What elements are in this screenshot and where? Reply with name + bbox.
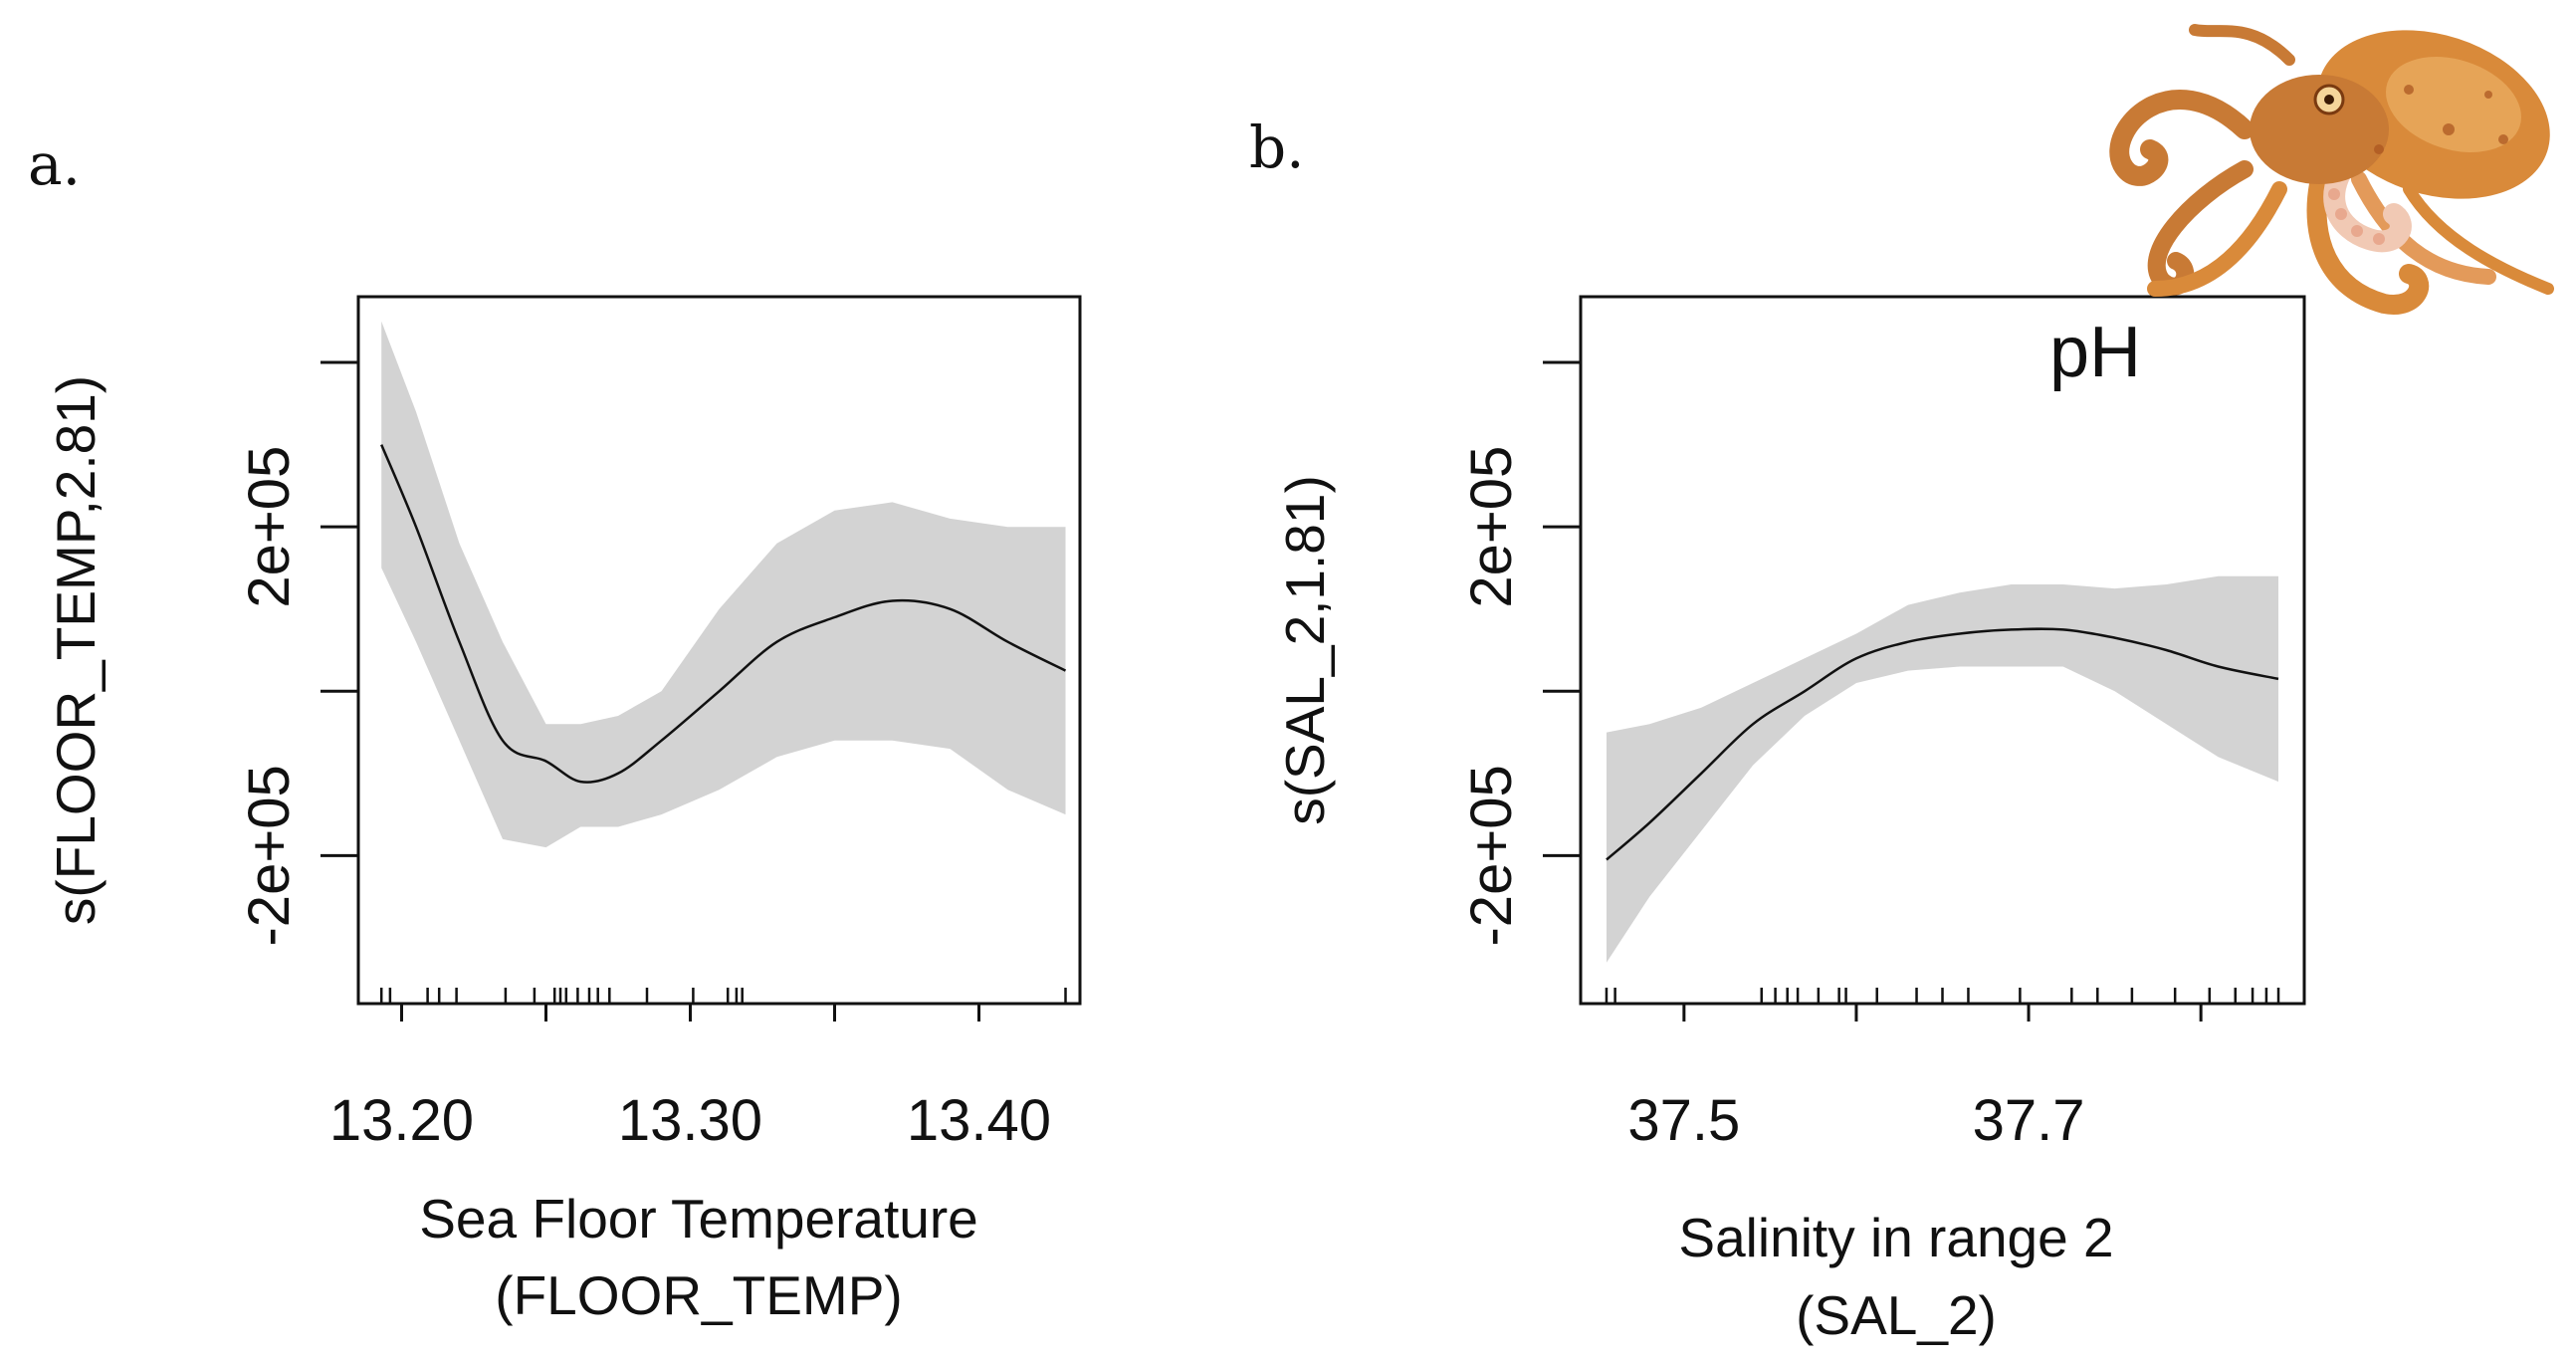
y-tick-label: -2e+05 <box>1459 765 1524 946</box>
annotation-ph: pH <box>2049 313 2141 392</box>
x-axis-title-b-line2: (SAL_2) <box>1796 1284 1997 1346</box>
x-tick-label: 13.30 <box>618 1088 762 1153</box>
x-tick-label: 13.20 <box>329 1088 474 1153</box>
x-tick-label: 13.40 <box>907 1088 1051 1153</box>
panel-a: a. -2e+05 2e+05 13.20 13.30 13.40 s(FLOOR_T… <box>28 130 1082 1326</box>
octopus-icon <box>2109 24 2554 315</box>
plot-frame-a <box>356 295 1082 1006</box>
x-tick-label: 37.7 <box>1973 1088 2085 1153</box>
panel-b: b. -2e+05 2e+05 37.5 37.7 pH s(SAL_2,1.81)… <box>1249 114 2306 1346</box>
confidence-band <box>1607 575 2278 963</box>
panel-label-b: b. <box>1249 114 1305 181</box>
y-tick-label: 2e+05 <box>1459 446 1524 608</box>
x-axis-title-a-line2: (FLOOR_TEMP) <box>495 1264 902 1326</box>
smooth-fit-line <box>380 444 1067 784</box>
y-axis-title-b: s(SAL_2,1.81) <box>1274 475 1336 825</box>
y-tick-label: -2e+05 <box>237 765 302 946</box>
x-axis-title-b-line1: Salinity in range 2 <box>1678 1207 2113 1268</box>
x-tick-label: 37.5 <box>1627 1088 1740 1153</box>
y-tick-label: 2e+05 <box>237 446 302 608</box>
confidence-band <box>381 321 1066 848</box>
smooth-fit-line <box>1606 627 2279 861</box>
y-axis-title-a: s(FLOOR_TEMP,2.81) <box>45 375 107 925</box>
x-axis-title-a-line1: Sea Floor Temperature <box>419 1188 978 1250</box>
panel-label-a: a. <box>28 130 81 198</box>
